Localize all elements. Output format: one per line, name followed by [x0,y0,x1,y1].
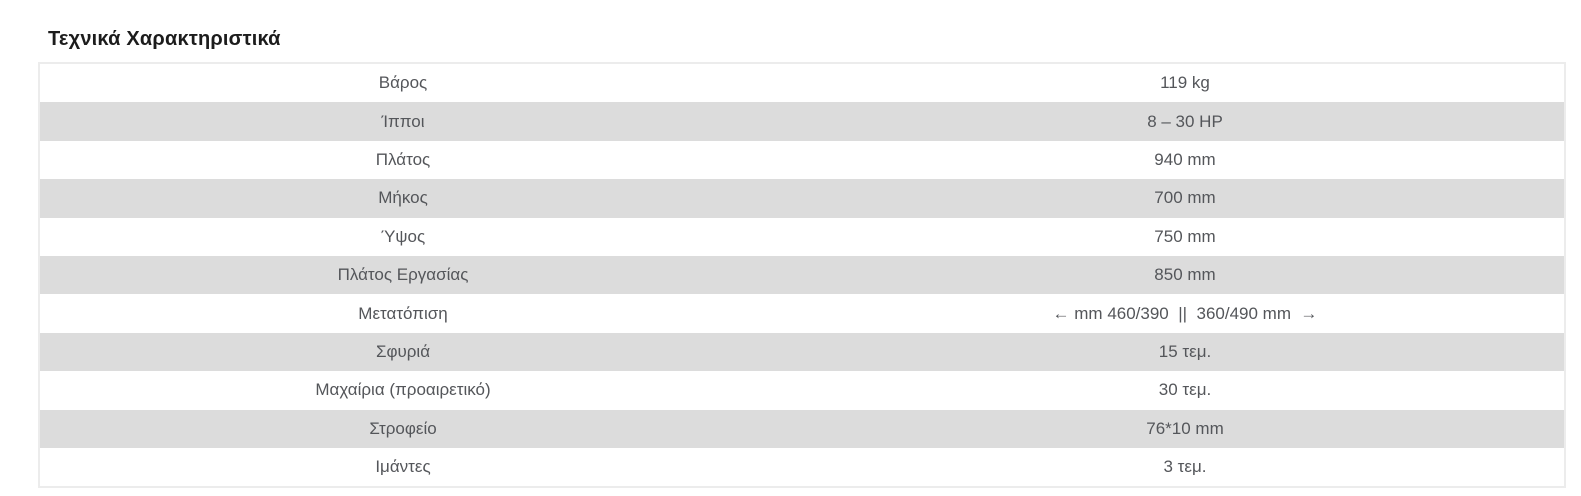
table-row: Μετατόπιση ← mm 460/390 || 360/490 mm → [40,294,1564,333]
spec-value-cell: 30 τεμ. [1158,380,1212,400]
table-row: Ίπποι 8 – 30 HP [40,102,1564,141]
spec-label-cell: Ιμάντες [375,457,431,477]
table-row: Μαχαίρια (προαιρετικό) 30 τεμ. [40,371,1564,410]
spec-label-cell: Βάρος [378,73,428,93]
spec-label-cell: Ίπποι [381,111,425,131]
table-row: Πλάτος 940 mm [40,140,1564,180]
table-row: Στροφείο 76*10 mm [40,409,1564,448]
spec-label-cell: Πλάτος [375,149,431,169]
spec-label-cell: Πλάτος Εργασίας [337,265,469,285]
spec-label-cell: Στροφείο [369,418,437,438]
spec-value-cell: 8 – 30 HP [1147,111,1223,131]
spec-label-cell: Μήκος [378,188,428,208]
spec-value-cell: 750 mm [1154,226,1216,246]
table-row: Πλάτος Εργασίας 850 mm [40,255,1564,295]
spec-value-cell: 700 mm [1154,188,1216,208]
page-title: Τεχνικά Χαρακτηριστικά [48,27,281,50]
spec-value-cell: 3 τεμ. [1163,457,1207,477]
table-row: Μήκος 700 mm [40,179,1564,218]
spec-table: Βάρος 119 kg Ίπποι 8 – 30 HP Πλάτος 940 mm Μήκ… [38,62,1566,489]
spec-label-cell: Ύψος [380,226,426,246]
spec-value-cell: 76*10 mm [1146,418,1224,438]
spec-value-cell: ← mm 460/390 || 360/490 mm → [1052,303,1318,323]
table-row: Σφυριά 15 τεμ. [40,332,1564,372]
spec-value-cell: 850 mm [1154,265,1216,285]
spec-value-cell: 119 kg [1160,73,1210,93]
table-row: Ιμάντες 3 τεμ. [40,447,1564,487]
spec-value-cell: 15 τεμ. [1158,341,1212,361]
spec-label-cell: Σφυριά [375,341,431,361]
spec-label-cell: Μετατόπιση [358,303,448,323]
table-row: Ύψος 750 mm [40,217,1564,256]
table-row: Βάρος 119 kg [40,64,1564,103]
spec-label-cell: Μαχαίρια (προαιρετικό) [315,380,491,400]
spec-value-cell: 940 mm [1154,149,1216,169]
